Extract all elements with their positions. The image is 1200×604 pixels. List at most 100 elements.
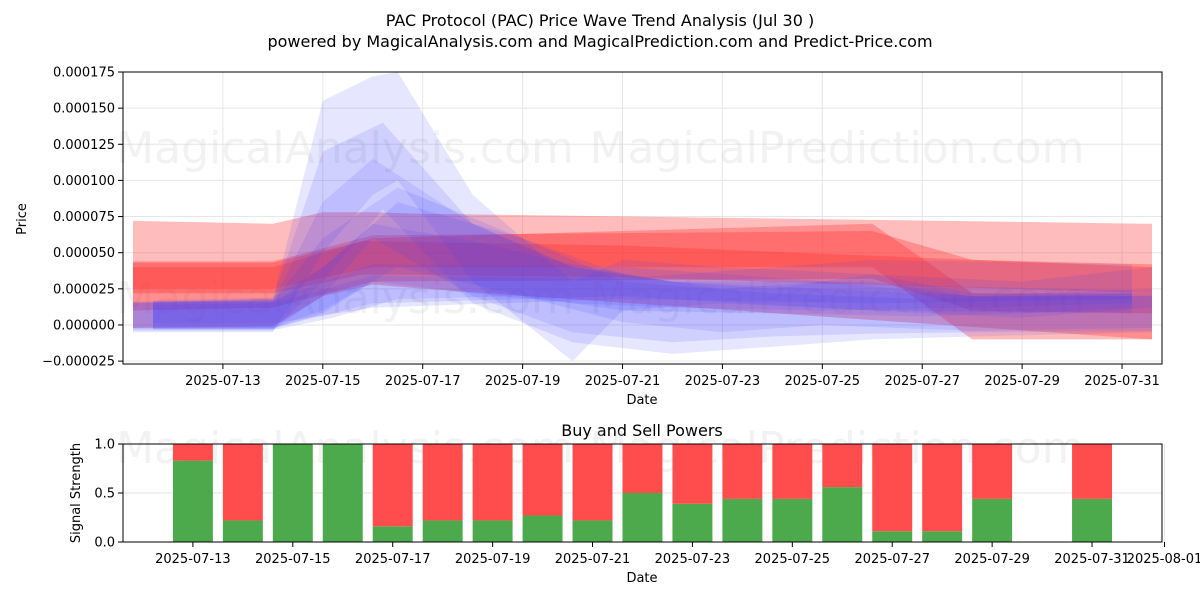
price-x-tick-label: 2025-07-21 (585, 374, 661, 389)
signal-y-tick-label: 0.0 (94, 536, 115, 551)
buy-bar (972, 498, 1013, 542)
chart-subtitle: powered by MagicalAnalysis.com and Magic… (267, 32, 932, 51)
signal-x-tick-label: 2025-07-29 (954, 552, 1030, 567)
price-x-tick-label: 2025-07-25 (785, 374, 861, 389)
watermark-analysis: MagicalAnalysis.com (116, 123, 574, 174)
buy-bar (822, 487, 863, 542)
signal-x-tick-label: 2025-07-17 (355, 552, 431, 567)
sell-bar (622, 444, 663, 493)
blue-wave-band (153, 259, 1132, 324)
signal-x-tick-label: 2025-07-31 (1054, 552, 1130, 567)
price-bands (133, 72, 1152, 362)
price-watermarks: MagicalAnalysis.com MagicalPrediction.co… (116, 123, 1084, 324)
sell-bar (422, 444, 463, 521)
price-y-tick-label: 0.000000 (53, 318, 115, 333)
price-x-tick-label: 2025-07-31 (1084, 374, 1160, 389)
price-x-tick-label: 2025-07-27 (884, 374, 960, 389)
watermark-analysis-2: MagicalAnalysis.com (116, 273, 574, 324)
price-y-tick-label: 0.000150 (53, 102, 115, 117)
price-x-tick-label: 2025-07-19 (485, 374, 561, 389)
buy-bar (872, 531, 913, 542)
buy-bar (222, 520, 263, 542)
sell-bar (772, 444, 813, 499)
signal-x-tick-label: 2025-07-27 (854, 552, 930, 567)
red-wave-band (133, 212, 1152, 340)
signal-title: Buy and Sell Powers (561, 421, 723, 440)
sell-bar (822, 444, 863, 488)
price-x-tick-label: 2025-07-13 (185, 374, 261, 389)
price-plot-frame (122, 71, 1163, 365)
signal-x-tick-label: 2025-07-25 (755, 552, 831, 567)
buy-bar (772, 498, 813, 542)
price-y-tick-label: 0.000125 (53, 138, 115, 153)
signal-x-ticks: 2025-07-13 2025-07-15 2025-07-17 2025-07-19… (155, 542, 1200, 567)
blue-wave-band (133, 122, 1152, 354)
signal-x-tick-label: 2025-07-23 (655, 552, 731, 567)
buy-bar (372, 526, 413, 542)
price-y-tick-label: −0.000025 (42, 355, 115, 370)
price-y-tick-label: 0.000075 (53, 210, 115, 225)
sell-bar (472, 444, 513, 521)
buy-bar (522, 515, 563, 542)
sell-bar (922, 444, 963, 532)
signal-panel: Buy and Sell Powers MagicalAnalysis.com … (69, 421, 1200, 586)
price-y-tick-label: 0.000100 (53, 174, 115, 189)
buy-bar (922, 531, 963, 542)
blue-wave-band (153, 202, 1132, 330)
price-x-label: Date (626, 393, 657, 408)
red-wave-band (133, 241, 1152, 294)
sell-bar (572, 444, 613, 521)
signal-x-tick-label: 2025-07-19 (455, 552, 531, 567)
sell-bar (872, 444, 913, 532)
price-y-label: Price (15, 203, 30, 235)
price-y-tick-label: 0.000050 (53, 246, 115, 261)
sell-bar (722, 444, 763, 499)
price-y-ticks: −0.000025 0.000000 0.000025 0.000050 0.00007… (42, 66, 123, 370)
sell-bar (222, 444, 263, 521)
buy-bar (272, 444, 313, 542)
watermark-prediction-2: MagicalPrediction.com (590, 273, 1085, 324)
buy-bar (172, 460, 213, 542)
signal-y-tick-label: 0.5 (94, 487, 115, 502)
blue-wave-band (153, 223, 1132, 330)
blue-wave-band (133, 187, 1152, 333)
price-y-tick-label: 0.000175 (53, 66, 115, 81)
sell-bar (672, 444, 713, 504)
blue-wave-band (133, 158, 1152, 343)
buy-bar (472, 520, 513, 542)
price-gridlines (123, 71, 1162, 364)
blue-wave-band (153, 264, 1132, 328)
signal-x-tick-label: 2025-07-21 (555, 552, 631, 567)
signal-y-label: Signal Strength (69, 443, 84, 543)
price-y-tick-label: 0.000025 (53, 282, 115, 297)
chart-title: PAC Protocol (PAC) Price Wave Trend Anal… (386, 11, 814, 30)
buy-bar (622, 493, 663, 542)
sell-bar (972, 444, 1013, 499)
watermark-prediction: MagicalPrediction.com (590, 123, 1085, 174)
price-x-tick-label: 2025-07-15 (285, 374, 361, 389)
price-x-ticks: 2025-07-13 2025-07-15 2025-07-17 2025-07-19… (185, 364, 1160, 389)
buy-bar (672, 503, 713, 542)
signal-x-label: Date (626, 571, 657, 586)
sell-bar (172, 444, 213, 461)
signal-x-tick-label: 2025-08-01 (1127, 552, 1200, 567)
sell-bar (372, 444, 413, 527)
price-x-tick-label: 2025-07-23 (685, 374, 761, 389)
signal-bars (172, 444, 1113, 542)
red-wave-band (133, 231, 1152, 314)
red-wave-band (133, 223, 1152, 340)
sell-bar (1072, 444, 1113, 499)
buy-bar (322, 444, 363, 542)
signal-x-tick-label: 2025-07-13 (155, 552, 231, 567)
sell-bar (522, 444, 563, 516)
buy-bar (1072, 498, 1113, 542)
blue-wave-band (133, 72, 1152, 362)
buy-bar (572, 520, 613, 542)
price-panel: MagicalAnalysis.com MagicalPrediction.co… (15, 66, 1163, 408)
signal-y-tick-label: 1.0 (94, 438, 115, 453)
price-x-tick-label: 2025-07-29 (984, 374, 1060, 389)
signal-y-ticks: 0.0 0.5 1.0 (94, 438, 123, 551)
buy-bar (722, 498, 763, 542)
buy-bar (422, 520, 463, 542)
